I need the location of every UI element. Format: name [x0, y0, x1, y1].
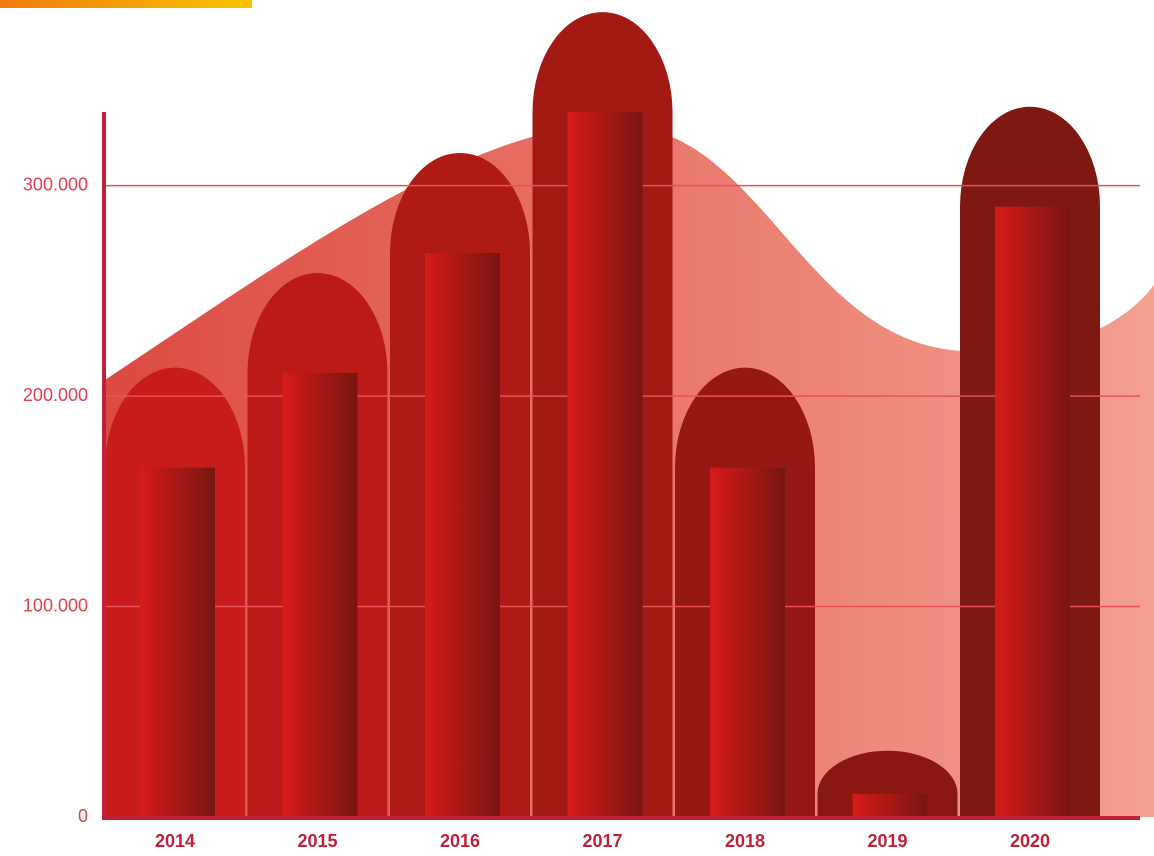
x-tick-label: 2017	[582, 831, 622, 851]
y-tick-label: 300.000	[23, 174, 88, 194]
bar	[140, 467, 215, 817]
x-tick-label: 2016	[440, 831, 480, 851]
bar	[567, 112, 643, 817]
y-tick-label: 0	[78, 806, 88, 826]
x-tick-label: 2019	[867, 831, 907, 851]
y-tick-label: 100.000	[23, 595, 88, 615]
y-tick-label: 200.000	[23, 385, 88, 405]
bar	[710, 467, 785, 817]
x-tick-label: 2018	[725, 831, 765, 851]
bars	[140, 112, 1070, 818]
x-tick-label: 2020	[1010, 831, 1050, 851]
x-tick-label: 2015	[297, 831, 337, 851]
bar	[425, 253, 500, 817]
x-tick-label: 2014	[155, 831, 195, 851]
bar	[282, 372, 358, 817]
bar	[995, 206, 1070, 818]
top-accent	[0, 0, 252, 8]
bar	[852, 793, 928, 817]
